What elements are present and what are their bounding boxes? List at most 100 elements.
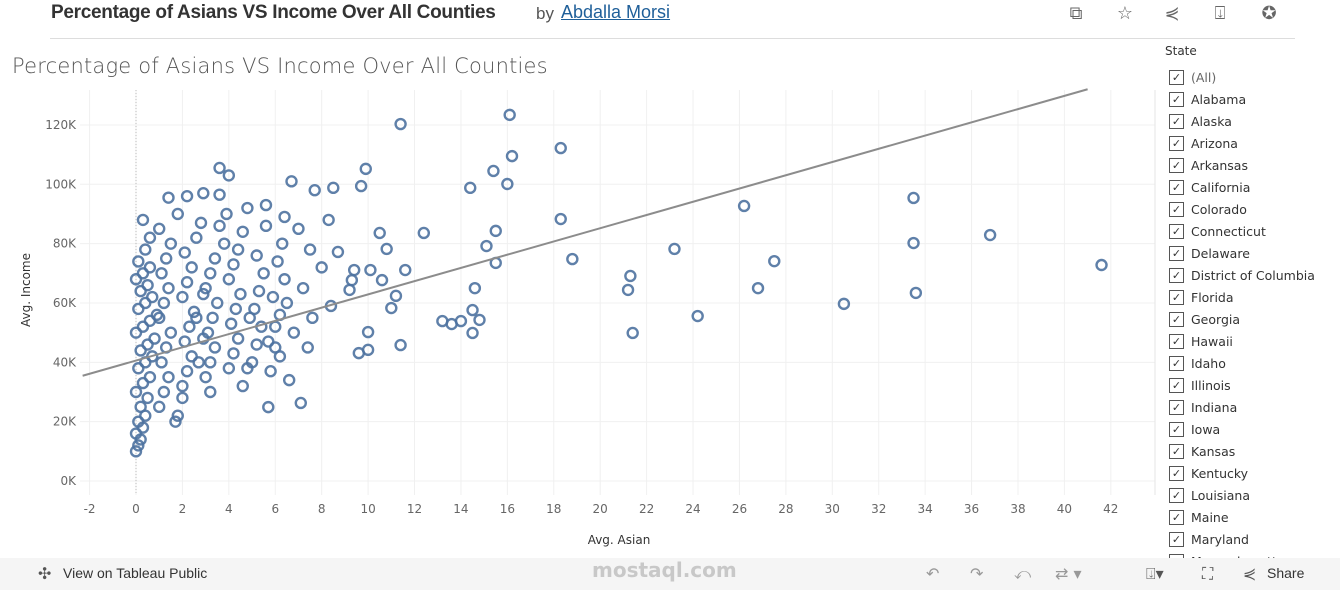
state-filter-item[interactable]: ✓ Idaho bbox=[1169, 352, 1339, 374]
checkbox-checked-icon[interactable]: ✓ bbox=[1169, 157, 1184, 173]
state-filter-item[interactable]: ✓ Alabama bbox=[1169, 88, 1339, 110]
revert-icon[interactable]: ⤺ bbox=[1014, 564, 1032, 583]
undo-icon[interactable]: ↶ bbox=[926, 564, 940, 583]
state-filter-item[interactable]: ✓ California bbox=[1169, 176, 1339, 198]
checkbox-checked-icon[interactable]: ✓ bbox=[1169, 377, 1184, 393]
state-label: Florida bbox=[1191, 289, 1234, 305]
checkbox-checked-icon[interactable]: ✓ bbox=[1169, 355, 1184, 371]
checkbox-checked-icon[interactable]: ✓ bbox=[1169, 135, 1184, 151]
data-point bbox=[197, 187, 210, 200]
viz-title: Percentage of Asians VS Income Over All … bbox=[12, 54, 548, 78]
y-tick-label: 0K bbox=[60, 474, 77, 488]
checkbox-checked-icon[interactable]: ✓ bbox=[1169, 113, 1184, 129]
state-filter-item[interactable]: ✓ Illinois bbox=[1169, 374, 1339, 396]
checkbox-checked-icon[interactable]: ✓ bbox=[1169, 69, 1184, 85]
data-point bbox=[285, 175, 298, 188]
state-filter-item[interactable]: ✓ Florida bbox=[1169, 286, 1339, 308]
state-filter-item[interactable]: ✓ Arizona bbox=[1169, 132, 1339, 154]
share-button[interactable]: Share bbox=[1267, 565, 1305, 581]
data-point bbox=[751, 281, 765, 295]
data-point bbox=[343, 283, 356, 297]
data-point bbox=[199, 370, 212, 384]
checkbox-checked-icon[interactable]: ✓ bbox=[1169, 421, 1184, 437]
download-icon[interactable]: ⍗ bbox=[1214, 3, 1226, 24]
checkbox-checked-icon[interactable]: ✓ bbox=[1169, 245, 1184, 261]
bottom-toolbar: ✣ View on Tableau Public ↶ ↷ ⤺ ⇄ ▾ ⍗▾ ⛶ … bbox=[0, 558, 1340, 590]
state-filter-item[interactable]: ✓ Colorado bbox=[1169, 198, 1339, 220]
state-filter-item[interactable]: ✓ (All) bbox=[1169, 66, 1339, 88]
badge-icon[interactable]: ✪ bbox=[1261, 3, 1277, 24]
tableau-logo-icon: ✣ bbox=[38, 564, 52, 583]
checkbox-checked-icon[interactable]: ✓ bbox=[1169, 311, 1184, 327]
state-filter-item[interactable]: ✓ Connecticut bbox=[1169, 220, 1339, 242]
data-point bbox=[136, 376, 150, 390]
state-filter-item[interactable]: ✓ Arkansas bbox=[1169, 154, 1339, 176]
state-filter-item[interactable]: ✓ Indiana bbox=[1169, 396, 1339, 418]
state-filter-item[interactable]: ✓ Massachusetts bbox=[1169, 550, 1339, 558]
state-label: Maine bbox=[1191, 509, 1229, 525]
state-filter-item[interactable]: ✓ Hawaii bbox=[1169, 330, 1339, 352]
data-point bbox=[231, 332, 245, 345]
data-point bbox=[250, 249, 263, 262]
download-menu-icon[interactable]: ⍗▾ bbox=[1146, 564, 1164, 583]
checkbox-checked-icon[interactable]: ✓ bbox=[1169, 91, 1184, 107]
checkbox-checked-icon[interactable]: ✓ bbox=[1169, 465, 1184, 481]
data-point bbox=[192, 356, 205, 369]
checkbox-checked-icon[interactable]: ✓ bbox=[1169, 333, 1184, 349]
state-label: Georgia bbox=[1191, 311, 1241, 327]
data-point bbox=[178, 246, 191, 259]
checkbox-checked-icon[interactable]: ✓ bbox=[1169, 443, 1184, 459]
data-point bbox=[466, 326, 479, 340]
data-point bbox=[227, 258, 240, 271]
checkbox-checked-icon[interactable]: ✓ bbox=[1169, 223, 1184, 239]
redo-icon[interactable]: ↷ bbox=[970, 564, 984, 583]
duplicate-icon[interactable]: ⧉ bbox=[1069, 3, 1083, 24]
data-point bbox=[222, 273, 236, 286]
data-point bbox=[129, 445, 143, 458]
state-filter-item[interactable]: ✓ Delaware bbox=[1169, 242, 1339, 264]
state-filter-item[interactable]: ✓ District of Columbia bbox=[1169, 264, 1339, 286]
author-link[interactable]: Abdalla Morsi bbox=[561, 2, 671, 22]
state-filter-list[interactable]: ✓ (All) ✓ Alabama ✓ Alaska ✓ Arizona ✓ Arkansas ✓ C… bbox=[1169, 66, 1339, 558]
y-tick-label: 60K bbox=[53, 296, 77, 310]
state-filter-item[interactable]: ✓ Iowa bbox=[1169, 418, 1339, 440]
data-point bbox=[236, 225, 249, 238]
data-point bbox=[141, 278, 154, 292]
state-filter-item[interactable]: ✓ Georgia bbox=[1169, 308, 1339, 330]
checkbox-checked-icon[interactable]: ✓ bbox=[1169, 399, 1184, 415]
checkbox-checked-icon[interactable]: ✓ bbox=[1169, 531, 1184, 547]
view-on-tableau-public-link[interactable]: View on Tableau Public bbox=[63, 565, 208, 581]
x-tick-label: 10 bbox=[360, 502, 375, 516]
data-point bbox=[907, 236, 920, 250]
checkbox-checked-icon[interactable]: ✓ bbox=[1169, 201, 1184, 217]
x-tick-label: 18 bbox=[546, 502, 561, 516]
share-icon[interactable]: ⋞ bbox=[1164, 3, 1180, 24]
star-icon[interactable]: ☆ bbox=[1116, 3, 1134, 24]
state-filter-item[interactable]: ✓ Maine bbox=[1169, 506, 1339, 528]
state-filter-item[interactable]: ✓ Louisiana bbox=[1169, 484, 1339, 506]
state-filter-item[interactable]: ✓ Maryland bbox=[1169, 528, 1339, 550]
checkbox-checked-icon[interactable]: ✓ bbox=[1169, 267, 1184, 283]
refresh-icon[interactable]: ⇄ ▾ bbox=[1055, 564, 1082, 583]
data-point bbox=[176, 379, 189, 393]
checkbox-checked-icon[interactable]: ✓ bbox=[1169, 553, 1184, 558]
data-point bbox=[354, 179, 368, 193]
fullscreen-icon[interactable]: ⛶ bbox=[1202, 564, 1214, 583]
state-label: Idaho bbox=[1191, 355, 1226, 371]
state-filter-item[interactable]: ✓ Kansas bbox=[1169, 440, 1339, 462]
data-point bbox=[197, 287, 210, 301]
data-point bbox=[373, 226, 386, 240]
checkbox-checked-icon[interactable]: ✓ bbox=[1169, 179, 1184, 195]
state-label: District of Columbia bbox=[1191, 267, 1315, 283]
share-toolbar-icon[interactable]: ⋞ bbox=[1243, 564, 1257, 583]
data-point bbox=[271, 255, 284, 268]
data-point bbox=[250, 338, 263, 351]
data-point bbox=[176, 391, 189, 405]
checkbox-checked-icon[interactable]: ✓ bbox=[1169, 289, 1184, 305]
data-point bbox=[136, 213, 150, 227]
checkbox-checked-icon[interactable]: ✓ bbox=[1169, 487, 1184, 503]
data-point bbox=[566, 252, 579, 266]
checkbox-checked-icon[interactable]: ✓ bbox=[1169, 509, 1184, 525]
state-filter-item[interactable]: ✓ Alaska bbox=[1169, 110, 1339, 132]
state-filter-item[interactable]: ✓ Kentucky bbox=[1169, 462, 1339, 484]
